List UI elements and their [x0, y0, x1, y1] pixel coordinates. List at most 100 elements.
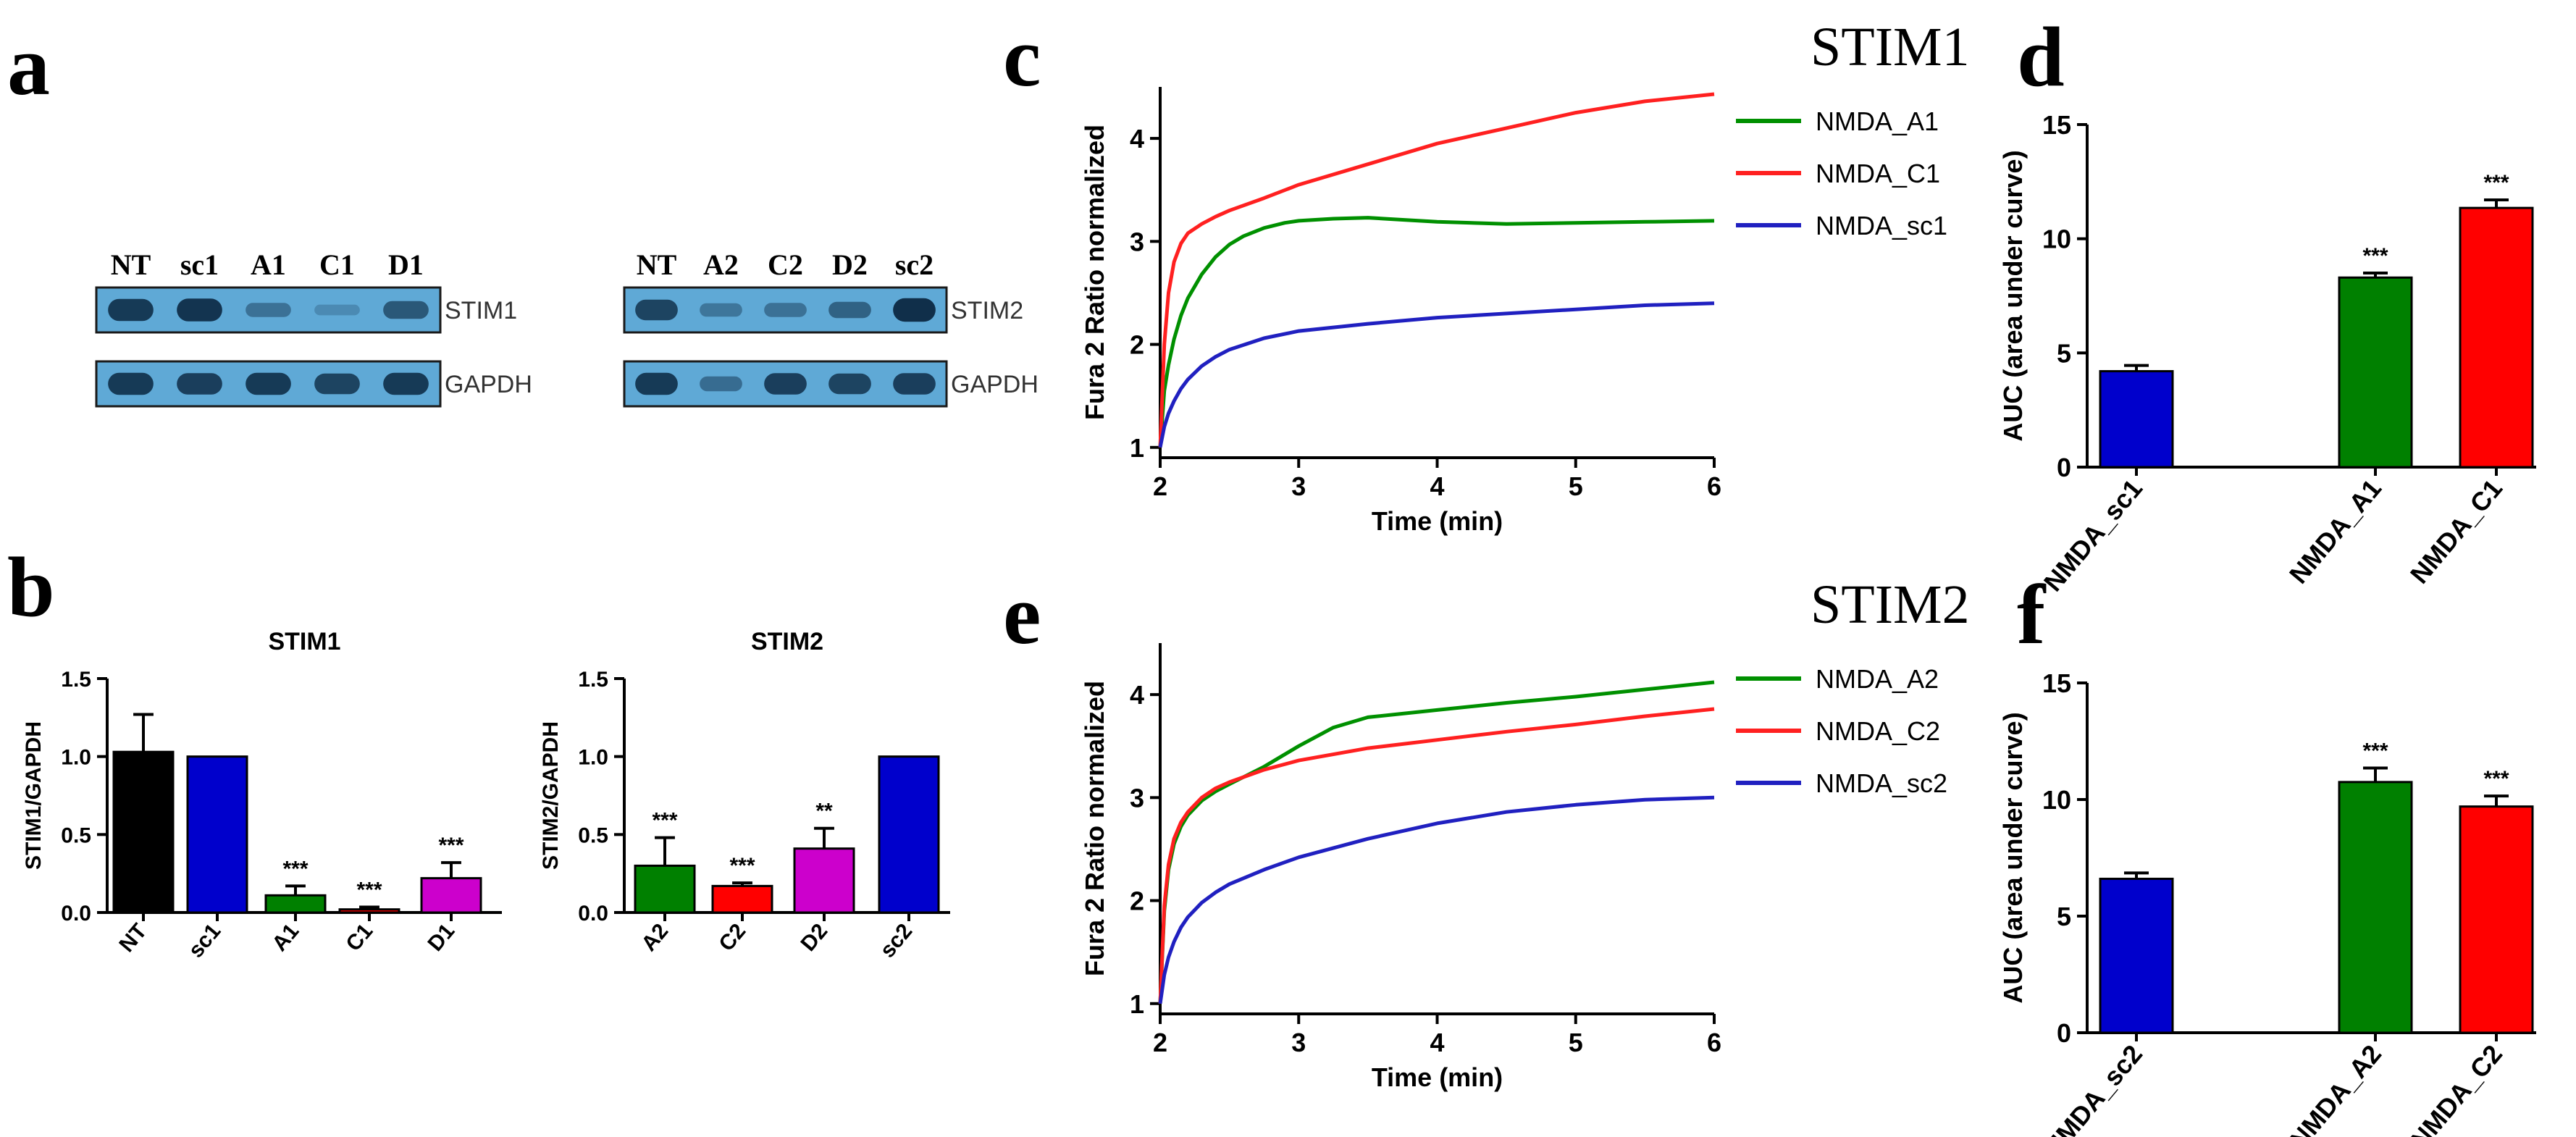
stim2-title: STIM2 — [1811, 574, 1970, 635]
y-tick-label: 0.0 — [61, 902, 91, 926]
bar — [2338, 276, 2413, 469]
lane-label: sc2 — [895, 248, 934, 281]
y-tick-label: 1.5 — [578, 668, 608, 692]
bar — [2338, 781, 2413, 1034]
y-tick-label: 15 — [2042, 668, 2071, 698]
bar — [711, 884, 773, 914]
bar — [112, 750, 175, 914]
blot-band — [635, 299, 678, 321]
significance-marker: *** — [2483, 767, 2509, 791]
panel-letter-f: f — [2017, 567, 2047, 662]
y-tick-label: 0.5 — [578, 823, 608, 847]
chart-title: STIM2 — [751, 628, 823, 655]
blot-band — [108, 298, 154, 322]
y-tick-label: 0.0 — [578, 902, 608, 926]
lane-label: sc1 — [180, 248, 219, 281]
blot-band — [108, 372, 154, 395]
blot-band — [314, 304, 360, 316]
blot-band — [246, 372, 291, 395]
blot-band — [700, 303, 742, 317]
series-line-nmda-sc1 — [1158, 301, 1715, 448]
blot-band — [700, 376, 742, 392]
y-tick-label: 1 — [1130, 989, 1144, 1019]
x-tick-label: 6 — [1707, 1028, 1721, 1057]
y-tick-label: 2 — [1130, 886, 1144, 916]
y-axis-label: Fura 2 Ratio normalized — [1080, 125, 1109, 420]
bar — [186, 755, 248, 914]
lane-label: D1 — [388, 248, 424, 281]
blot-strip — [623, 286, 948, 334]
x-tick-label: 3 — [1291, 1028, 1306, 1057]
bar — [2099, 370, 2174, 469]
blot-band — [314, 373, 360, 395]
lane-label: NT — [111, 248, 151, 281]
y-tick-label: 10 — [2042, 225, 2071, 254]
y-tick-label: 0 — [2057, 1018, 2071, 1048]
stim1-title: STIM1 — [1811, 17, 1970, 77]
blot-band — [828, 373, 871, 395]
panel-letter-c: c — [1003, 9, 1041, 104]
bar — [420, 877, 482, 914]
blot-band — [764, 303, 807, 317]
y-axis-label: STIM1/GAPDH — [22, 721, 46, 870]
y-axis-label: STIM2/GAPDH — [539, 721, 563, 870]
blot-row-label: GAPDH — [951, 371, 1039, 398]
bar — [338, 908, 400, 914]
y-tick-label: 3 — [1130, 227, 1144, 256]
blot-band — [177, 298, 222, 322]
significance-marker: *** — [729, 854, 755, 878]
blot-band — [764, 373, 807, 395]
bar — [878, 755, 940, 914]
lane-label: D2 — [832, 248, 868, 281]
bar — [634, 864, 696, 914]
significance-marker: *** — [356, 878, 382, 902]
bar — [2459, 206, 2534, 469]
y-tick-label: 1.0 — [578, 746, 608, 770]
bar — [793, 847, 855, 914]
y-axis-label: Fura 2 Ratio normalized — [1080, 681, 1109, 976]
y-tick-label: 4 — [1130, 124, 1144, 154]
bar — [2099, 877, 2174, 1034]
x-tick-label: 6 — [1707, 471, 1721, 501]
series-line-nmda-c2 — [1158, 707, 1715, 1004]
y-tick-label: 5 — [2057, 338, 2071, 368]
blot-row-label: STIM2 — [951, 297, 1023, 324]
x-tick-label: 4 — [1430, 471, 1444, 501]
panel-letter-b: b — [7, 540, 55, 634]
lane-label: C1 — [319, 248, 355, 281]
x-tick-label: 4 — [1430, 1028, 1444, 1057]
y-axis-label: AUC (area under curve) — [1998, 150, 2028, 441]
legend-label: NMDA_C1 — [1816, 159, 1940, 188]
blot-row-label: STIM1 — [445, 297, 517, 324]
significance-marker: *** — [282, 857, 308, 881]
legend-label: NMDA_sc1 — [1816, 211, 1947, 240]
y-tick-label: 3 — [1130, 783, 1144, 813]
lane-label: A1 — [251, 248, 286, 281]
y-tick-label: 4 — [1130, 680, 1144, 710]
lane-label: NT — [637, 248, 677, 281]
panel-letter-a: a — [7, 18, 50, 113]
legend-label: NMDA_sc2 — [1816, 768, 1947, 798]
y-tick-label: 2 — [1130, 330, 1144, 360]
y-tick-label: 15 — [2042, 110, 2071, 140]
blot-strip — [95, 286, 442, 334]
y-tick-label: 1.0 — [61, 746, 91, 770]
y-tick-label: 5 — [2057, 902, 2071, 931]
lane-label: A2 — [703, 248, 739, 281]
y-tick-label: 1 — [1130, 433, 1144, 463]
x-tick-label: 3 — [1291, 471, 1306, 501]
blot-band — [246, 303, 291, 317]
blot-row-label: GAPDH — [445, 371, 532, 398]
significance-marker: *** — [2483, 171, 2509, 195]
blot-band — [383, 372, 429, 395]
significance-marker: ** — [815, 800, 833, 823]
y-tick-label: 10 — [2042, 785, 2071, 815]
lane-label: C2 — [768, 248, 803, 281]
western-blot-left: NT sc1 A1 C1 D1 STIM1 GAPDH — [95, 248, 532, 408]
x-tick-label: 2 — [1153, 1028, 1167, 1057]
series-line-nmda-c1 — [1158, 92, 1715, 448]
blot-band — [893, 373, 936, 395]
